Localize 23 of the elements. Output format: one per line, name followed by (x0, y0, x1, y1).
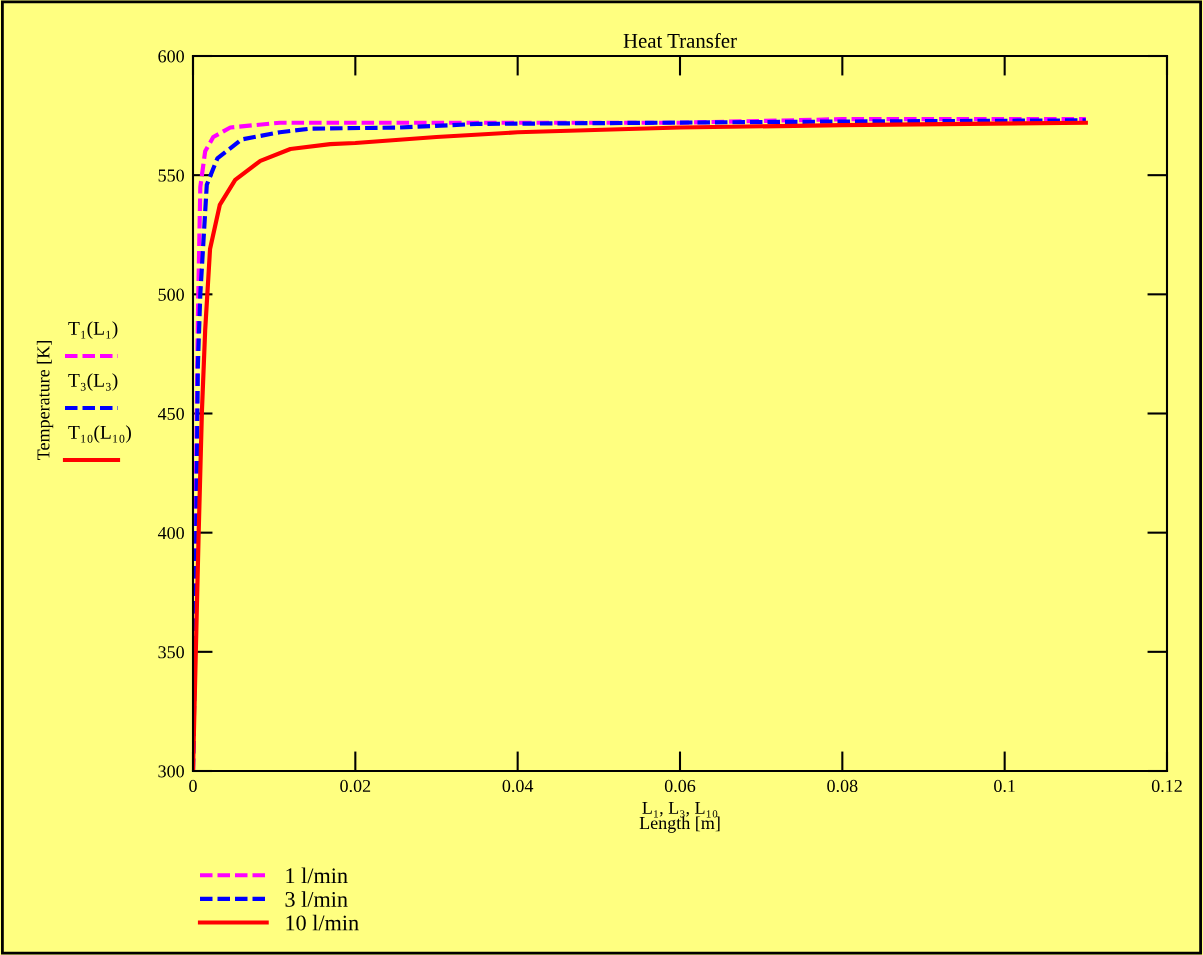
y-tick-label: 300 (158, 765, 184, 778)
text: Temperature [K] (36, 341, 54, 460)
legend-label: 1 l/min (286, 867, 348, 884)
y-tick-label: 400 (157, 526, 184, 540)
legend-label: 3 l/min (285, 891, 348, 907)
legend-label: 10 l/min (286, 914, 359, 931)
y-tick-label: 350 (158, 646, 184, 659)
text: T₃(L₃) (68, 373, 118, 391)
y-tick-label: 550 (158, 169, 184, 182)
text: T₁₀(L₁₀) (68, 425, 131, 443)
text: T₁(L₁) (68, 321, 118, 339)
x-tick-label: 0.06 (664, 779, 696, 793)
x-tick-label: 0.12 (1151, 779, 1182, 793)
x-tick-label: 0.02 (340, 779, 371, 793)
x-tick-label: 0 (189, 779, 197, 793)
chart-title: Heat Transfer (623, 33, 737, 48)
y-tick-label: 450 (157, 407, 184, 420)
x-tick-label: 0.08 (827, 779, 858, 793)
x-tick-label: 0.04 (502, 779, 534, 793)
x-axis-title: L₁, L₃, L₁₀ Length [m] (639, 801, 720, 833)
y-tick-label: 600 (158, 50, 184, 63)
x-tick-label: 0.1 (994, 779, 1015, 793)
y-tick-label: 500 (158, 288, 184, 301)
